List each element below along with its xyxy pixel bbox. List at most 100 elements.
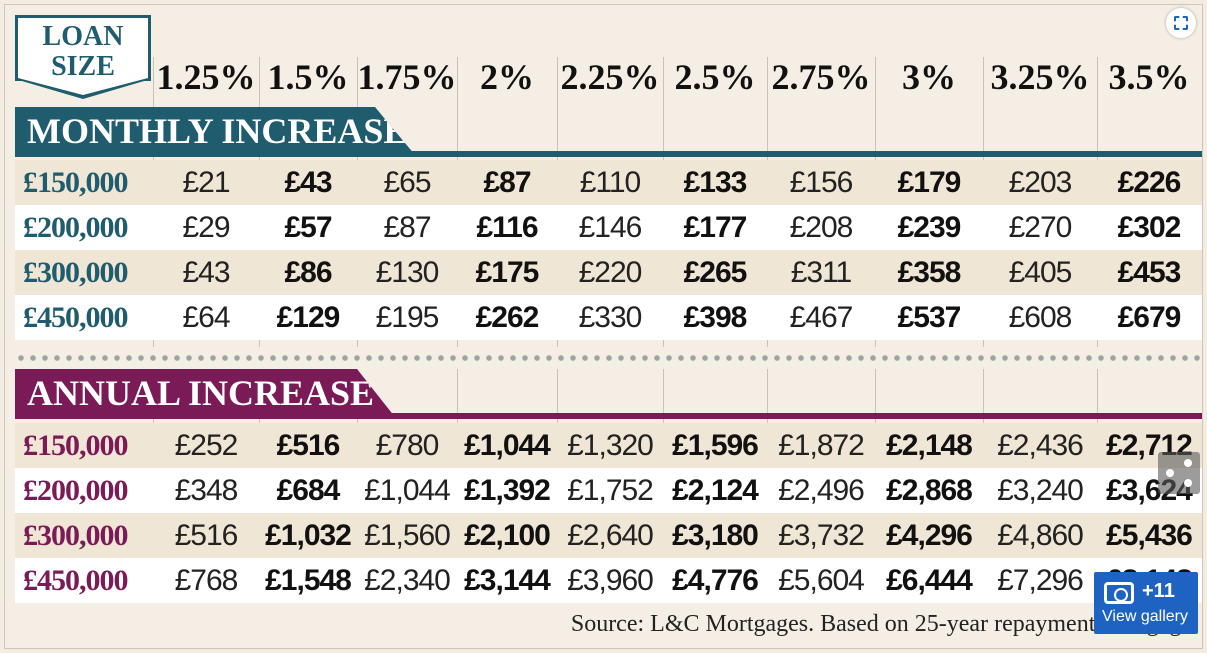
- value-cell: £5,604: [778, 564, 865, 597]
- table-row: £450,000 £64 £129 £195 £262 £330 £398 £467 £537 £…: [15, 295, 1202, 340]
- value-cell: £1,872: [778, 429, 865, 462]
- value-cell: £780: [375, 429, 440, 462]
- value-cell: £175: [475, 256, 540, 289]
- value-cell: £129: [276, 301, 341, 334]
- zoom-icon[interactable]: [1166, 8, 1196, 38]
- loan-size-cell: £300,000: [23, 519, 129, 552]
- value-cell: £537: [897, 301, 962, 334]
- value-cell: £467: [789, 301, 854, 334]
- value-cell: £3,732: [778, 519, 865, 552]
- value-cell: £220: [578, 256, 643, 289]
- gallery-count: +11: [1142, 580, 1175, 602]
- value-cell: £65: [383, 166, 431, 199]
- value-cell: £116: [476, 211, 538, 244]
- loan-size-cell: £200,000: [23, 474, 129, 507]
- value-cell: £302: [1117, 211, 1182, 244]
- loan-size-header: LOAN SIZE: [15, 15, 151, 82]
- annual-increase-banner: ANNUAL INCREASE: [15, 369, 395, 417]
- value-cell: £1,032: [265, 519, 352, 552]
- camera-icon: [1104, 582, 1134, 604]
- loan-size-label-line1: LOAN: [42, 21, 124, 52]
- value-cell: £1,752: [567, 474, 654, 507]
- value-cell: £679: [1117, 301, 1182, 334]
- table-row: £450,000 £768 £1,548 £2,340 £3,144 £3,960 £4,7…: [15, 558, 1202, 603]
- value-cell: £1,392: [464, 474, 551, 507]
- mortgage-table-graphic: LOAN SIZE 1.25% 1.5% 1.75% 2% 2.25% 2.5% 2.75%…: [4, 4, 1203, 649]
- value-cell: £2,640: [567, 519, 654, 552]
- value-cell: £3,180: [672, 519, 759, 552]
- value-cell: £6,444: [886, 564, 973, 597]
- value-cell: £1,044: [464, 429, 551, 462]
- value-cell: £4,776: [672, 564, 759, 597]
- share-icon[interactable]: [1158, 452, 1200, 494]
- value-cell: £156: [789, 166, 854, 199]
- table-row: £300,000 £516 £1,032 £1,560 £2,100 £2,640 £3,1…: [15, 513, 1202, 558]
- value-cell: £1,044: [364, 474, 451, 507]
- value-cell: £2,100: [464, 519, 551, 552]
- table-row: £300,000 £43 £86 £130 £175 £220 £265 £311 £358 £4…: [15, 250, 1202, 295]
- value-cell: £43: [182, 256, 230, 289]
- loan-size-cell: £200,000: [23, 211, 129, 244]
- value-cell: £265: [683, 256, 748, 289]
- table-row: £150,000 £21 £43 £65 £87 £110 £133 £156 £179 £203…: [15, 160, 1202, 205]
- value-cell: £405: [1008, 256, 1073, 289]
- value-cell: £516: [174, 519, 239, 552]
- value-cell: £768: [174, 564, 239, 597]
- loan-size-cell: £450,000: [23, 564, 129, 597]
- value-cell: £453: [1117, 256, 1182, 289]
- value-cell: £1,596: [672, 429, 759, 462]
- value-cell: £684: [276, 474, 341, 507]
- value-cell: £3,240: [997, 474, 1084, 507]
- value-cell: £1,560: [364, 519, 451, 552]
- table-row: £150,000 £252 £516 £780 £1,044 £1,320 £1,596 £1…: [15, 423, 1202, 468]
- view-gallery-button[interactable]: +11 View gallery: [1094, 572, 1198, 634]
- value-cell: £110: [579, 166, 642, 199]
- value-cell: £2,496: [778, 474, 865, 507]
- value-cell: £21: [182, 166, 230, 199]
- value-cell: £262: [475, 301, 540, 334]
- value-cell: £270: [1008, 211, 1073, 244]
- value-cell: £1,320: [567, 429, 654, 462]
- value-cell: £3,960: [567, 564, 654, 597]
- value-cell: £2,868: [886, 474, 973, 507]
- value-cell: £64: [182, 301, 230, 334]
- value-cell: £5,436: [1106, 519, 1193, 552]
- value-cell: £43: [284, 166, 332, 199]
- loan-size-cell: £450,000: [23, 301, 129, 334]
- section-divider: [15, 355, 1202, 361]
- monthly-increase-banner: MONTHLY INCREASE: [15, 107, 415, 155]
- value-cell: £57: [284, 211, 332, 244]
- rate-header: 2.25%: [560, 57, 660, 97]
- rate-header: 2.75%: [771, 57, 871, 97]
- table-row: £200,000 £29 £57 £87 £116 £146 £177 £208 £239 £27…: [15, 205, 1202, 250]
- source-note: Source: L&C Mortgages. Based on 25-year …: [570, 611, 1192, 637]
- value-cell: £4,860: [997, 519, 1084, 552]
- value-cell: £252: [174, 429, 239, 462]
- value-cell: £177: [683, 211, 748, 244]
- value-cell: £398: [683, 301, 748, 334]
- value-cell: £330: [578, 301, 643, 334]
- gallery-label: View gallery: [1102, 608, 1188, 625]
- value-cell: £4,296: [886, 519, 973, 552]
- loan-size-cell: £300,000: [23, 256, 129, 289]
- value-cell: £146: [578, 211, 643, 244]
- value-cell: £516: [276, 429, 341, 462]
- value-cell: £179: [897, 166, 962, 199]
- rate-header: 1.25%: [156, 57, 256, 97]
- rate-header: 1.5%: [267, 57, 349, 97]
- loan-size-cell: £150,000: [23, 429, 129, 462]
- rate-header: 2%: [480, 57, 534, 97]
- value-cell: £2,340: [364, 564, 451, 597]
- rate-header: 3.5%: [1108, 57, 1190, 97]
- rate-header: 2.5%: [674, 57, 756, 97]
- value-cell: £2,436: [997, 429, 1084, 462]
- loan-box-arrow-inner: [18, 78, 148, 95]
- annual-banner-line: [15, 413, 1202, 419]
- loan-size-label-line2: SIZE: [51, 51, 115, 82]
- value-cell: £358: [897, 256, 962, 289]
- value-cell: £3,144: [464, 564, 551, 597]
- loan-size-cell: £150,000: [23, 166, 129, 199]
- value-cell: £2,148: [886, 429, 973, 462]
- value-cell: £87: [383, 211, 431, 244]
- value-cell: £311: [790, 256, 853, 289]
